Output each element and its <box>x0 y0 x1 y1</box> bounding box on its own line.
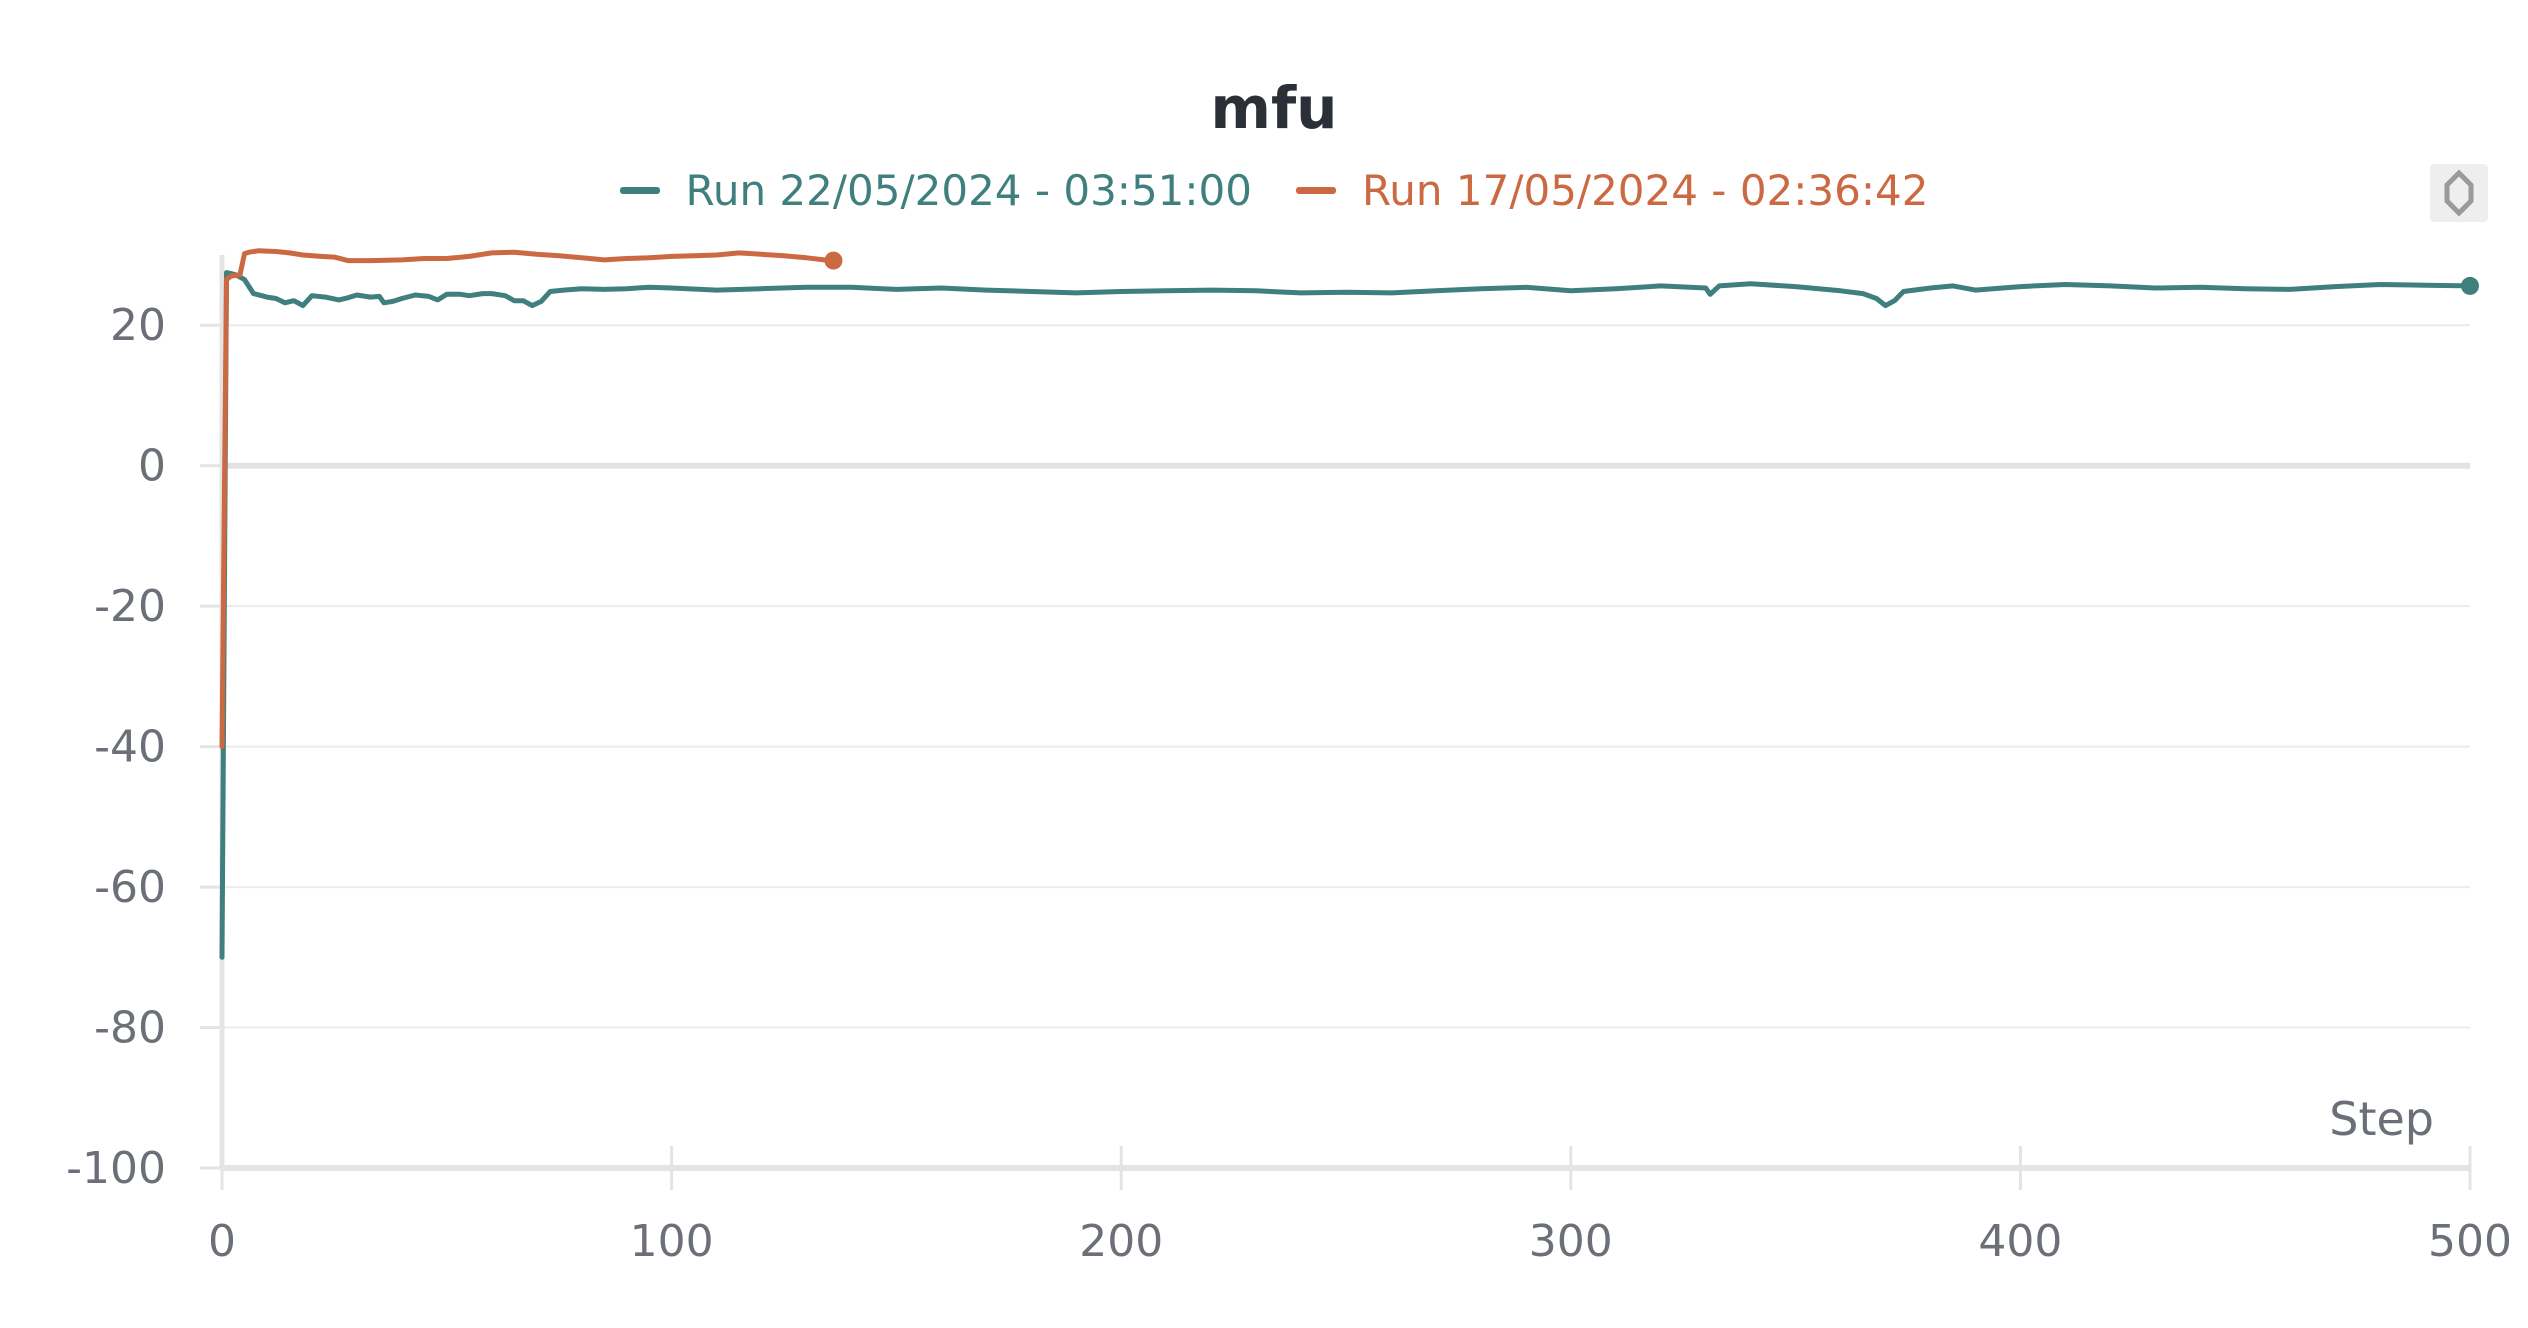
x-tick-label: 400 <box>1978 1216 2062 1267</box>
legend-label-run-2: Run 17/05/2024 - 02:36:42 <box>1362 166 1929 215</box>
legend-item-run-1[interactable]: Run 22/05/2024 - 03:51:00 <box>619 166 1252 215</box>
legend-item-run-2[interactable]: Run 17/05/2024 - 02:36:42 <box>1296 166 1928 215</box>
series-end-point-2[interactable] <box>824 251 843 270</box>
legend-swatch-run-2 <box>1296 187 1336 194</box>
series-line-1[interactable] <box>219 270 2473 960</box>
zoom-reset-icon[interactable] <box>2430 164 2488 222</box>
chart-title: mfu <box>1210 74 1338 142</box>
x-tick-label: 100 <box>630 1216 714 1267</box>
series-line-2[interactable] <box>219 248 836 750</box>
y-tick-label: 20 <box>110 300 166 351</box>
y-tick-label: 0 <box>138 441 166 492</box>
y-tick-label: -60 <box>94 862 166 913</box>
legend: Run 22/05/2024 - 03:51:00 Run 17/05/2024… <box>0 166 2528 215</box>
legend-label-run-1: Run 22/05/2024 - 03:51:00 <box>685 166 1252 215</box>
x-axis-label: Step <box>2329 1092 2434 1146</box>
x-tick-label: 300 <box>1529 1216 1613 1267</box>
x-tick-label: 0 <box>208 1216 236 1267</box>
x-tick-label: 500 <box>2428 1216 2512 1267</box>
series-end-point-1[interactable] <box>2461 276 2479 295</box>
y-tick-label: -40 <box>94 722 166 773</box>
y-tick-label: -100 <box>66 1143 166 1194</box>
y-tick-label: -20 <box>94 581 166 632</box>
x-tick-label: 200 <box>1079 1216 1163 1267</box>
y-tick-label: -80 <box>94 1003 166 1054</box>
legend-swatch-run-1 <box>619 187 660 194</box>
